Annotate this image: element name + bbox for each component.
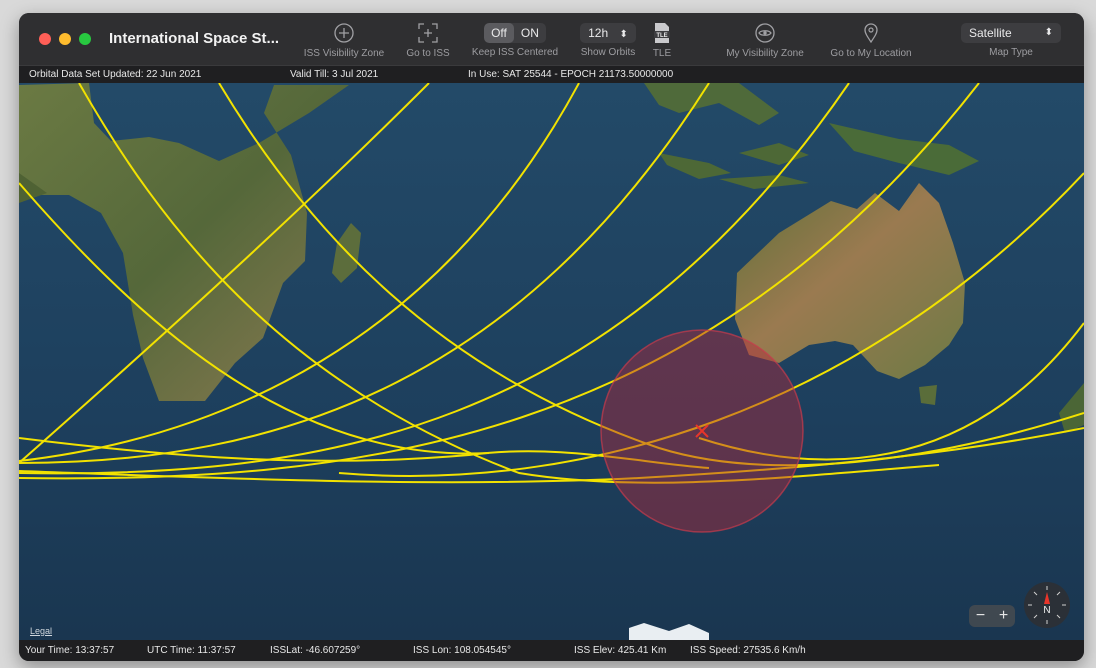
- orbit-track: [19, 83, 710, 464]
- orbit-track: [698, 322, 1084, 461]
- location-pin-icon: [864, 23, 878, 44]
- map-canvas[interactable]: [19, 83, 1084, 640]
- plus-circle-icon: [334, 23, 354, 43]
- chevron-updown-icon: ⬍: [1044, 27, 1053, 38]
- show-orbits-select[interactable]: 12h ⬍: [580, 23, 636, 43]
- keep-iss-centered-label: Keep ISS Centered: [471, 47, 559, 58]
- tle-document-icon: TLE: [654, 23, 670, 43]
- orbit-track: [19, 83, 850, 475]
- go-to-my-location-label: Go to My Location: [830, 48, 912, 59]
- keep-centered-toggle[interactable]: Off ON: [484, 23, 546, 43]
- compass-north-label: N: [1043, 605, 1050, 616]
- orbital-data-updated: Orbital Data Set Updated: 22 Jun 2021: [29, 69, 202, 80]
- java-landmass: [659, 153, 731, 179]
- legal-link[interactable]: Legal: [30, 626, 53, 636]
- iss-elevation: ISS Elev: 425.41 Km: [574, 645, 667, 656]
- zoom-control: − +: [969, 605, 1015, 627]
- go-to-iss-button[interactable]: Go to ISS: [400, 22, 456, 59]
- zoom-in-button[interactable]: +: [998, 607, 1009, 624]
- close-window-button[interactable]: [39, 33, 51, 45]
- orbit-track: [19, 437, 710, 469]
- southeast-asia-landmass: [644, 83, 779, 125]
- orbit-track: [78, 83, 940, 484]
- show-orbits-label: Show Orbits: [580, 47, 636, 58]
- map-type-control: Satellite ⬍ Map Type: [956, 22, 1066, 58]
- iss-visibility-zone-button[interactable]: ISS Visibility Zone: [294, 22, 394, 59]
- go-to-iss-label: Go to ISS: [406, 48, 450, 59]
- valid-till: Valid Till: 3 Jul 2021: [290, 69, 379, 80]
- iss-visibility-zone-label: ISS Visibility Zone: [303, 48, 385, 59]
- orbit-track: [19, 83, 580, 462]
- tle-button[interactable]: TLE TLE: [647, 22, 677, 59]
- target-frame-icon: [418, 23, 438, 43]
- new-guinea-landmass: [829, 123, 979, 175]
- keep-iss-centered-control: Off ON Keep ISS Centered: [463, 22, 567, 58]
- tle-label: TLE: [652, 48, 672, 59]
- australia-landmass: [735, 183, 965, 379]
- keep-centered-off-option[interactable]: Off: [484, 23, 514, 43]
- iss-marker-icon[interactable]: [695, 424, 709, 438]
- minimize-window-button[interactable]: [59, 33, 71, 45]
- timor-landmass: [719, 175, 809, 189]
- show-orbits-value: 12h: [588, 26, 609, 40]
- title-bar: International Space St... ISS Visibility…: [19, 13, 1084, 65]
- eye-circle-icon: [755, 23, 775, 43]
- tle-icon-text: TLE: [656, 33, 667, 39]
- keep-centered-on-option[interactable]: ON: [520, 26, 539, 40]
- zoom-window-button[interactable]: [79, 33, 91, 45]
- new-zealand-landmass: [1059, 383, 1084, 433]
- orbit-tracks: [19, 83, 1084, 484]
- utc-time: UTC Time: 11:37:57: [147, 645, 236, 656]
- go-to-my-location-button[interactable]: Go to My Location: [820, 22, 922, 59]
- orbit-track: [19, 427, 1084, 484]
- show-orbits-control: 12h ⬍ Show Orbits: [574, 22, 642, 58]
- your-time: Your Time: 13:37:57: [25, 645, 115, 656]
- tle-in-use: In Use: SAT 25544 - EPOCH 21173.50000000: [468, 69, 674, 80]
- compass-needle: [1044, 592, 1050, 604]
- orbit-track: [19, 83, 430, 464]
- map-type-select[interactable]: Satellite ⬍: [961, 23, 1061, 43]
- map-type-value: Satellite: [969, 26, 1012, 40]
- antarctica-ice: [629, 623, 709, 640]
- compass-dial: N: [1028, 586, 1066, 624]
- orbit-track: [19, 182, 490, 455]
- landmass-edge: [19, 173, 47, 203]
- orbit-track: [338, 172, 1084, 477]
- iss-speed: ISS Speed: 27535.6 Km/h: [690, 645, 806, 656]
- my-visibility-zone-label: My Visibility Zone: [726, 48, 804, 59]
- map-type-label: Map Type: [989, 47, 1033, 58]
- zoom-out-button[interactable]: −: [975, 607, 986, 624]
- iss-latitude: ISSLat: -46.607259°: [270, 645, 361, 656]
- compass-icon[interactable]: N: [1024, 582, 1070, 628]
- iss-longitude: ISS Lon: 108.054545°: [413, 645, 511, 656]
- app-window: International Space St... ISS Visibility…: [19, 13, 1084, 661]
- satellite-map[interactable]: Legal − + N: [19, 83, 1084, 640]
- tasmania-landmass: [919, 385, 937, 405]
- chevron-updown-icon: ⬍: [619, 29, 628, 40]
- status-bar: Your Time: 13:37:57 UTC Time: 11:37:57 I…: [19, 640, 1084, 661]
- window-title: International Space St...: [109, 30, 280, 47]
- orbital-info-bar: Orbital Data Set Updated: 22 Jun 2021 Va…: [19, 65, 1084, 84]
- my-visibility-zone-button[interactable]: My Visibility Zone: [713, 22, 817, 59]
